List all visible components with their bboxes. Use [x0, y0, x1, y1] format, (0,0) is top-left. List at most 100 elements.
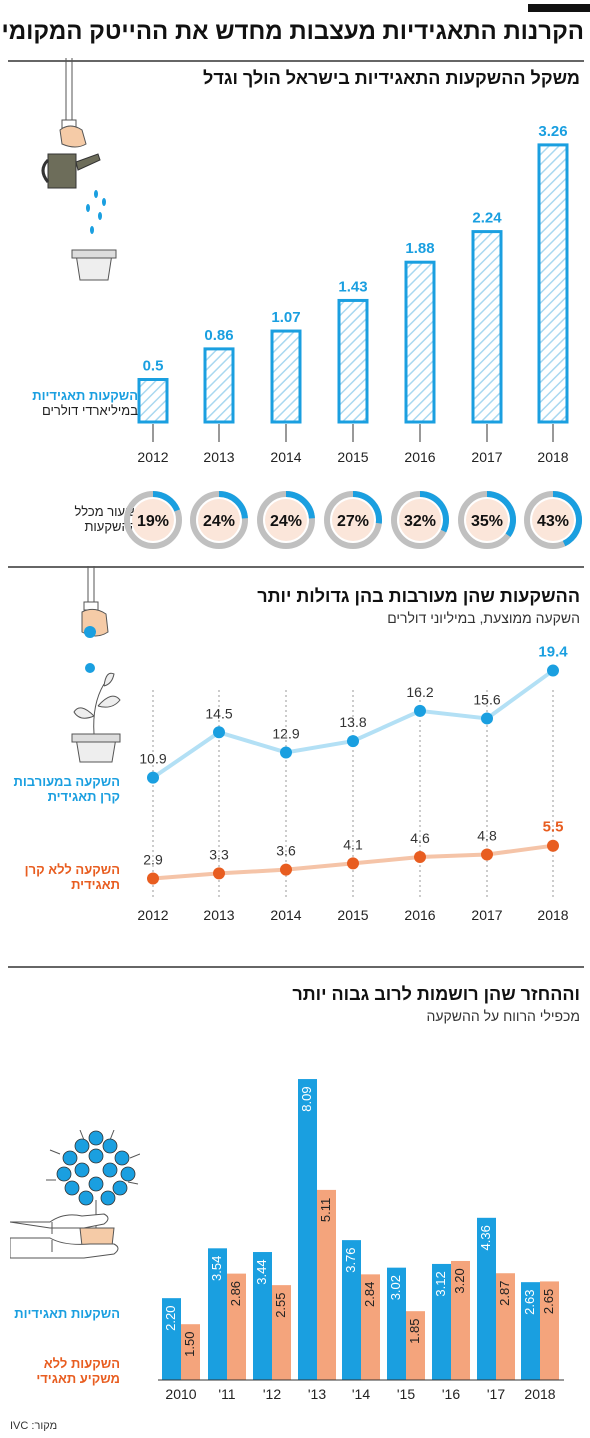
bar-2018: [537, 143, 569, 424]
bar-2014: [270, 329, 302, 424]
x-tick-label-6: '16: [442, 1386, 460, 1402]
bar-value-label-2017: 2.24: [472, 210, 502, 227]
coin-icon: [88, 1176, 104, 1192]
x-tick-label-2013: 2013: [203, 907, 234, 923]
share-donut-center-2014: [265, 499, 307, 541]
bar-label-corporate-'15: 3.02: [388, 1275, 403, 1300]
coin-icon: [88, 1148, 104, 1164]
x-tick-label-2014: 2014: [270, 449, 301, 465]
bar-value-label-2015: 1.43: [338, 278, 367, 295]
bar-non-corporate-'13: [317, 1189, 336, 1380]
data-label-corporate-2015: 13.8: [339, 714, 366, 730]
section3-subtitle: מכפילי הרווח על ההשקעה: [426, 1008, 580, 1024]
x-tick-label-2016: 2016: [404, 907, 435, 923]
data-point-non-corporate-2015: [347, 857, 359, 870]
x-tick-label-2012: 2012: [137, 449, 168, 465]
bar-label-non-corporate-2018: 2.65: [541, 1289, 556, 1314]
coin-icon: [74, 1162, 90, 1178]
section2-title: ההשקעות שהן מעורבות בהן גדולות יותר: [257, 586, 580, 606]
watering-can-illustration: [41, 58, 117, 281]
share-donut-arc-2017: [486, 491, 516, 538]
x-tick-label-2015: 2015: [337, 449, 368, 465]
data-point-corporate-2015: [347, 735, 359, 748]
bar-non-corporate-'17: [496, 1273, 515, 1380]
bar-2012: [137, 378, 169, 424]
x-tick-label-2014: 2014: [270, 907, 301, 923]
bar-non-corporate-'12: [272, 1285, 291, 1380]
bar-corporate-'13: [298, 1079, 317, 1380]
money-tree-illustration: [10, 1130, 140, 1259]
data-label-corporate-2013: 14.5: [205, 705, 232, 721]
bar-label-corporate-'17: 4.36: [478, 1225, 493, 1250]
bar-non-corporate-'11: [227, 1273, 246, 1380]
bar-label-corporate-2018: 2.63: [522, 1290, 537, 1315]
x-tick-label-7: '17: [487, 1386, 505, 1402]
section1-legend: השקעות תאגידיות במיליארדי דולרים: [8, 388, 138, 418]
coin-icon: [102, 1162, 118, 1178]
bar-2013: [203, 347, 235, 424]
coin-icon: [56, 1166, 72, 1182]
bar-2017: [471, 230, 503, 424]
page-title: הקרנות התאגידיות מעצבות מחדש את ההייטק ה…: [1, 18, 584, 45]
bar-2016: [404, 260, 436, 424]
coin-icon: [100, 1190, 116, 1206]
x-tick-label-2: '12: [263, 1386, 281, 1402]
bar-value-label-2012: 0.5: [143, 358, 164, 375]
bar-label-non-corporate-2010: 1.50: [182, 1332, 197, 1357]
share-donut-arc-2015: [352, 491, 382, 524]
share-donut-arc-2013: [218, 491, 248, 519]
x-tick-label-8: 2018: [524, 1386, 555, 1402]
top-accent-bar: [528, 4, 590, 12]
coin-icon: [62, 1150, 78, 1166]
data-point-non-corporate-2013: [213, 867, 225, 880]
x-tick-label-1: '11: [218, 1386, 235, 1402]
share-label-2018: 43%: [537, 513, 569, 530]
data-label-non-corporate-2014: 3.6: [276, 843, 296, 859]
bar-label-corporate-'14: 3.76: [343, 1247, 358, 1272]
coin-icon: [114, 1150, 130, 1166]
x-tick-label-2017: 2017: [471, 907, 502, 923]
section3-legend-orange: השקעות ללא משקיע תאגידי: [36, 1356, 120, 1386]
bar-label-non-corporate-'14: 2.84: [362, 1282, 377, 1307]
x-tick-label-5: '15: [397, 1386, 415, 1402]
bar-value-label-2013: 0.86: [204, 327, 233, 344]
share-donut-arc-2016: [419, 491, 449, 533]
bar-non-corporate-2018: [540, 1281, 559, 1380]
data-point-corporate-2012: [147, 771, 159, 784]
bar-label-corporate-'11: 3.54: [209, 1256, 224, 1281]
data-point-corporate-2018: [547, 664, 559, 677]
bar-label-corporate-'13: 8.09: [299, 1086, 314, 1111]
coin-icon: [74, 1138, 90, 1154]
data-label-corporate-2017: 15.6: [473, 691, 500, 707]
divider-1: [8, 60, 584, 62]
share-donut-center-2015: [332, 499, 374, 541]
bar-corporate-'16: [432, 1263, 451, 1380]
divider-3: [8, 966, 584, 968]
bar-label-non-corporate-'15: 1.85: [407, 1319, 422, 1344]
source-note: מקור: IVC: [10, 1420, 58, 1432]
bar-value-label-2014: 1.07: [271, 309, 300, 326]
x-tick-label-2018: 2018: [537, 449, 568, 465]
bar-non-corporate-2010: [181, 1324, 200, 1380]
x-tick-label-2018: 2018: [537, 907, 568, 923]
share-label-2012: 19%: [137, 513, 169, 530]
bar-label-non-corporate-'17: 2.87: [497, 1281, 512, 1306]
section3-title: וההחזר שהן רושמות לרוב גבוה יותר: [292, 984, 580, 1004]
data-label-non-corporate-2016: 4.6: [410, 830, 430, 846]
return-multiple-bar-chart: 2.20 1.50 2010 3.54 2.86 '11 3.44 2.55 '12 8.09 5.…: [158, 1079, 564, 1402]
bar-corporate-2010: [162, 1298, 181, 1380]
bar-label-corporate-2010: 2.20: [163, 1306, 178, 1331]
bar-corporate-2018: [521, 1282, 540, 1380]
section1-legend-unit: במיליארדי דולרים: [42, 403, 138, 418]
bar-label-non-corporate-'11: 2.86: [228, 1281, 243, 1306]
coin-icon: [88, 1130, 104, 1146]
coin-icon: [78, 1190, 94, 1206]
section1-legend-blue: השקעות תאגידיות: [32, 388, 138, 403]
bar-corporate-'11: [208, 1248, 227, 1380]
bar-label-corporate-'12: 3.44: [254, 1259, 269, 1284]
data-label-non-corporate-2017: 4.8: [477, 828, 497, 844]
data-label-corporate-2016: 16.2: [406, 684, 433, 700]
bar-corporate-'12: [253, 1252, 272, 1380]
average-investment-line-chart: 2012 2013 2014 2015 2016 2017 2018 10.9 14.5 12.9…: [137, 644, 568, 923]
divider-2: [8, 566, 584, 568]
